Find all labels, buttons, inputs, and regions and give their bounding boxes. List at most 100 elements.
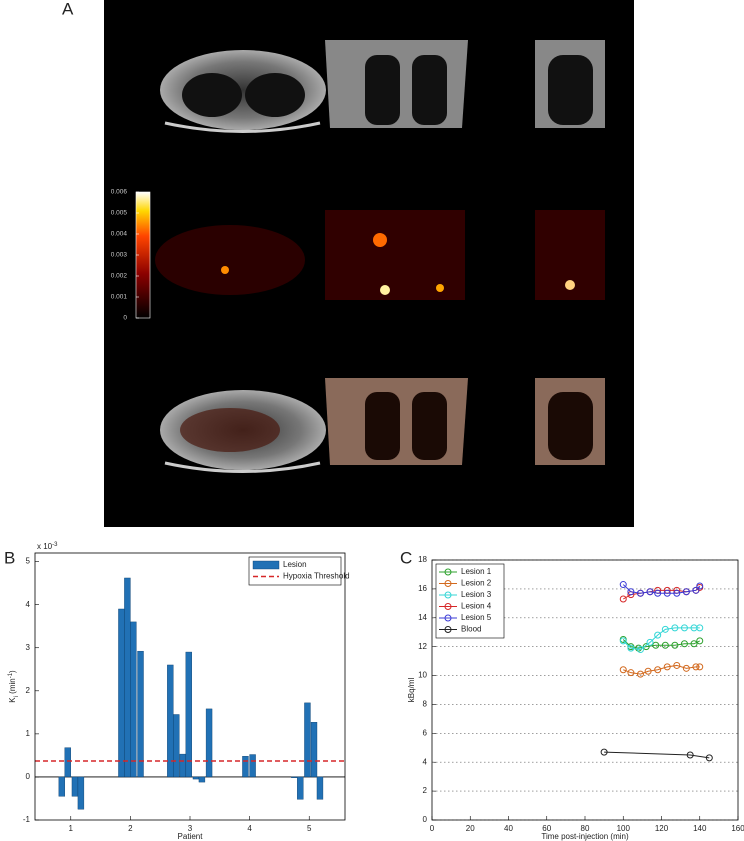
marker [646,588,654,596]
x-axis-label: Patient [178,832,204,841]
lung [548,392,593,460]
bar [310,722,318,778]
colorbar-tick-label: 0.001 [111,294,128,301]
bar [297,776,304,800]
y-axis-label-part: (min [8,678,17,696]
series-line [622,627,700,651]
legend-marker [444,591,452,599]
axes-frame [34,552,346,821]
hotspot [565,280,575,290]
lung [182,73,242,117]
y-tick-label: 4 [26,600,31,609]
marker [673,661,681,669]
marker [654,631,662,639]
marker [642,643,650,651]
fused-row [160,378,605,473]
exponent-base: x 10 [37,542,53,551]
ct-row [160,40,605,133]
y-tick-label: 8 [423,700,428,709]
x-tick-label: 60 [542,824,551,833]
legend-label: Lesion [283,560,307,569]
colorbar-tick-label: 0.004 [111,231,128,238]
legend-marker [444,603,452,610]
marker [661,641,669,649]
marker [654,666,662,674]
legend-marker [444,614,452,622]
y-tick-label: 2 [423,786,428,795]
overlay [180,408,280,452]
table [164,121,321,133]
colorbar-tick-label: 0.002 [111,273,128,280]
pet-axial [155,225,305,295]
y-tick-label: 16 [418,584,427,593]
bar [291,776,298,778]
bar [179,753,187,778]
marker [705,754,713,762]
y-axis-label-part: ) [8,670,17,673]
series-line [604,751,710,759]
series-line [623,664,700,675]
colorbar-tick-label: 0.005 [111,210,128,217]
y-tick-label: 6 [423,728,428,737]
x-tick-label: 4 [247,824,252,833]
x-tick-label: 80 [581,824,590,833]
marker [644,667,652,675]
legend [435,563,505,639]
bar [242,756,249,778]
axes-frame [431,559,739,821]
legend-label: Lesion 5 [461,613,492,622]
marker [696,637,704,645]
hotspot [380,285,390,295]
marker [696,663,704,671]
x-tick-label: 20 [466,824,475,833]
marker [663,663,671,671]
y-axis-label-part: -1 [8,672,14,678]
lung [548,55,593,125]
pet-row [135,191,605,319]
x-tick-label: 120 [655,824,669,833]
y-axis-label-part: i [14,696,20,697]
bar [173,714,180,778]
y-tick-label: 5 [26,557,31,566]
y-tick-label: 0 [423,815,428,824]
legend-label: Lesion 1 [461,567,492,576]
marker [652,641,660,649]
bar [118,608,125,778]
y-tick-label: 10 [418,671,427,680]
marker [661,625,669,633]
x-tick-label: 1 [69,824,74,833]
legend-swatch [252,560,280,570]
series-line [622,584,701,594]
hotspot [373,233,387,247]
x-tick-label: 2 [128,824,133,833]
y-tick-label: 14 [418,613,427,622]
y-tick-label: 4 [423,757,428,766]
pet-coronal [325,210,465,300]
y-axis-label-part: K [8,697,17,703]
x-axis-label: Time post-injection (min) [541,832,629,841]
bar [198,776,206,783]
x-tick-label: 0 [430,824,435,833]
marker [636,670,644,678]
marker [680,640,688,648]
y-axis-label: kBq/ml [407,678,416,703]
marker [682,664,690,672]
bar [316,776,324,800]
marker [636,646,644,654]
colorbar-tick-label: 0 [123,315,127,322]
legend-marker [444,580,452,587]
y-tick-label: 12 [418,642,427,651]
y-tick-label: 2 [26,686,31,695]
bar [77,776,85,810]
marker [627,669,635,677]
bar [192,776,200,780]
marker [636,589,644,597]
marker [690,640,698,648]
legend-label: Lesion 3 [461,590,492,599]
marker [646,638,654,646]
marker [696,624,704,632]
bar [249,754,256,778]
x-tick-label: 5 [307,824,312,833]
y-tick-label: 0 [26,772,31,781]
bar [167,664,174,778]
